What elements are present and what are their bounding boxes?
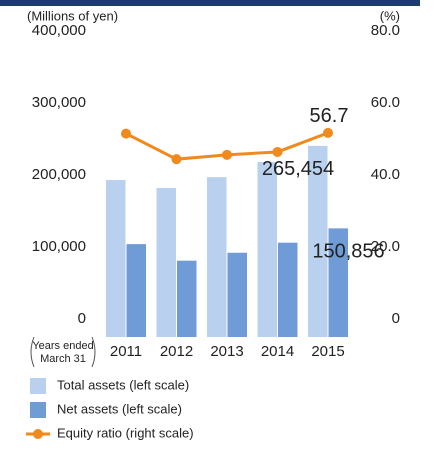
legend-swatch [30,402,46,418]
x-axis-label: March 31 [40,353,86,365]
legend-label: Equity ratio (right scale) [57,425,194,440]
x-axis-label: Years ended [32,340,93,352]
line-point [171,154,182,165]
y2-tick-label: 80.0 [371,22,400,39]
x-tick-label: 2012 [160,343,193,360]
y2-tick-label: 60.0 [371,94,400,111]
y-tick-label: 300,000 [32,94,86,111]
x-tick-label: 2015 [311,343,344,360]
legend-swatch [30,378,46,394]
y-tick-label: 200,000 [32,166,86,183]
bracket [91,336,96,368]
y-tick-label: 0 [78,310,86,327]
bar [177,260,197,337]
y-tick-label: 100,000 [32,238,86,255]
bar [156,187,176,337]
y2-tick-label: 20.0 [371,238,400,255]
bar [257,162,277,337]
x-tick-label: 2014 [261,343,294,360]
bracket [30,336,35,368]
bar [106,180,126,337]
bar [227,252,247,337]
y-tick-label: 400,000 [32,22,86,39]
data-label: 150,856 [312,241,384,263]
y2-tick-label: 0 [392,310,400,327]
y2-axis-label: (%) [380,8,400,23]
x-tick-label: 2011 [110,343,142,360]
y-axis-label: (Millions of yen) [27,8,118,23]
data-label: 56.7 [310,105,349,127]
line-point [121,128,131,139]
bar [328,228,348,337]
bar [207,177,227,337]
line-point [272,146,283,157]
bar [126,244,146,337]
legend-label: Net assets (left scale) [57,401,182,416]
legend-label: Total assets (left scale) [57,377,189,392]
data-label: 265,454 [262,158,334,180]
bar [278,242,298,337]
y2-tick-label: 40.0 [371,166,400,183]
line-point [323,127,333,138]
x-tick-label: 2013 [210,343,243,360]
legend-point [33,429,43,439]
line-point [222,149,232,160]
header-bar [0,0,420,6]
bar [308,145,328,337]
